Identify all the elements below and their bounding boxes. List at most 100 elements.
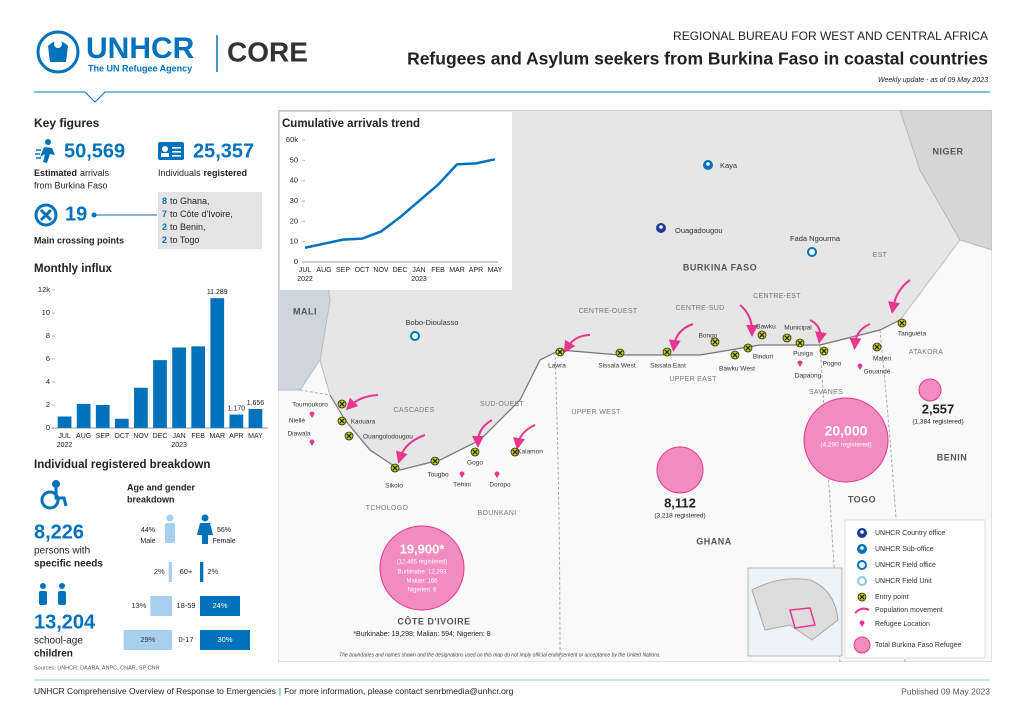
x-year-label: 2023 bbox=[411, 276, 427, 283]
update: Weekly update - as of 09 May 2023 bbox=[878, 77, 988, 84]
crossing-icon bbox=[34, 203, 58, 227]
y-tick-label: 20 bbox=[290, 216, 298, 225]
entry-point-label: Kaouara bbox=[351, 419, 376, 426]
entry-point-cross bbox=[821, 348, 827, 354]
x-tick-label: JAN bbox=[172, 433, 185, 440]
x-tick-label: AUG bbox=[316, 267, 331, 274]
bubble-value: 2,557 bbox=[922, 401, 955, 416]
pyramid-bar bbox=[200, 596, 240, 616]
legend-icon bbox=[854, 607, 870, 614]
entry-point-cross bbox=[557, 349, 563, 355]
x-tick-label: AUG bbox=[76, 433, 91, 440]
bubble-value: 19,900* bbox=[400, 541, 446, 556]
bar bbox=[229, 414, 244, 428]
arrivals-bold: Estimated bbox=[34, 168, 77, 178]
bar-value-label: 11.289 bbox=[207, 289, 228, 296]
x-tick-label: MAR bbox=[449, 267, 465, 274]
footer-info: For more information, please contact sen… bbox=[284, 686, 514, 696]
entry-point-label: Gogo bbox=[467, 460, 483, 467]
y-tick-label: 60k bbox=[286, 135, 298, 144]
refugee-location-label: Doropo bbox=[489, 482, 511, 489]
pyramid-bar bbox=[168, 562, 172, 582]
entry-point-label: Pusiga bbox=[793, 351, 813, 358]
region-label: SUD-OUEST bbox=[480, 401, 524, 408]
legend-icon bbox=[853, 636, 871, 654]
age-gender-title: Age and gender bbox=[127, 482, 196, 492]
registered-label: Individuals registered bbox=[158, 168, 247, 178]
crossing-text: to Togo bbox=[170, 235, 199, 245]
country-label: TOGO bbox=[848, 494, 876, 504]
y-tick-label: 6 bbox=[46, 354, 50, 363]
entry-point-cross bbox=[664, 349, 670, 355]
entry-point-cross bbox=[512, 449, 518, 455]
x-tick-label: FEB bbox=[431, 267, 445, 274]
city-label: Fada Ngourma bbox=[790, 234, 841, 243]
country-label: BENIN bbox=[937, 452, 968, 462]
entry-point-cross bbox=[874, 344, 880, 350]
legend-label: Population movement bbox=[875, 607, 943, 614]
entry-point-label: Toumoukoro bbox=[292, 402, 328, 409]
y-tick-label: 50 bbox=[290, 155, 298, 164]
y-tick-label: 8 bbox=[46, 331, 50, 340]
y-tick-label: 30 bbox=[290, 196, 298, 205]
x-tick-label: MAY bbox=[488, 267, 503, 274]
pyramid-bar bbox=[200, 630, 250, 650]
region-label: TCHOLOGO bbox=[366, 505, 409, 512]
city-icon bbox=[807, 247, 817, 257]
region-label: BOUNKANI bbox=[478, 510, 517, 517]
refugee-location-label: Niellé bbox=[289, 418, 306, 425]
logo bbox=[36, 30, 80, 74]
refugee-location-label: Dapaong bbox=[795, 373, 822, 380]
age-label: 60+ bbox=[180, 567, 193, 576]
crossing-text: to Benin, bbox=[170, 222, 206, 232]
legend-label: UNHCR Sub-office bbox=[875, 546, 934, 553]
children-label: school-age bbox=[34, 636, 83, 647]
refugee-location-label: Gouandé bbox=[864, 369, 891, 376]
bar bbox=[172, 347, 186, 428]
female-label: Female bbox=[212, 538, 235, 545]
registered-text: Individuals bbox=[158, 168, 201, 178]
specific-needs-icon bbox=[40, 480, 68, 510]
specific-needs-bold: specific needs bbox=[34, 559, 103, 570]
crossing-item: 2 to Togo bbox=[162, 235, 199, 245]
bar-value-label: 1.656 bbox=[247, 400, 265, 407]
bar bbox=[95, 405, 110, 428]
footer-text: UNHCR Comprehensive Overview of Response… bbox=[34, 686, 514, 696]
connector-dot bbox=[91, 212, 97, 218]
region-label: UPPER WEST bbox=[571, 409, 621, 416]
crossing-text: to Côte d'Ivoire, bbox=[170, 209, 233, 219]
bureau: REGIONAL BUREAU FOR WEST AND CENTRAL AFR… bbox=[673, 29, 988, 43]
y-tick-label: 0 bbox=[294, 257, 298, 266]
pyramid-bar bbox=[200, 562, 204, 582]
crossings-value: 19 bbox=[65, 203, 87, 225]
org-name: UNHCR bbox=[86, 32, 195, 65]
entry-point-cross bbox=[392, 465, 398, 471]
bubble-detail: Burkinabe: 12,293 bbox=[398, 570, 447, 576]
legend-icon-dot bbox=[860, 546, 864, 550]
title: Refugees and Asylum seekers from Burkina… bbox=[407, 49, 988, 69]
city-label: Kaya bbox=[720, 161, 738, 170]
crossing-count: 2 bbox=[162, 235, 167, 245]
entry-point-label: Sissala East bbox=[650, 363, 686, 370]
city-icon bbox=[410, 331, 420, 341]
legend-icon bbox=[857, 576, 867, 586]
y-tick-label: 2 bbox=[46, 400, 50, 409]
registered-value: 25,357 bbox=[193, 140, 254, 162]
entry-point-cross bbox=[617, 350, 623, 356]
pyramid-bar bbox=[123, 630, 172, 650]
bubble-note: (1,384 registered) bbox=[912, 419, 963, 426]
bubble-note: (12,465 registered) bbox=[397, 560, 448, 566]
trend-panel bbox=[280, 112, 512, 290]
pyramid-value-label: 13% bbox=[131, 601, 146, 610]
bar bbox=[210, 298, 225, 428]
footer-name: UNHCR Comprehensive Overview of Response… bbox=[34, 686, 276, 696]
x-tick-label: NOV bbox=[373, 267, 389, 274]
legend-icon bbox=[857, 560, 867, 570]
entry-point-cross bbox=[745, 345, 751, 351]
bubble-detail: Nigerien: 6 bbox=[407, 588, 437, 594]
y-tick-label: 0 bbox=[46, 423, 50, 432]
refugee-location bbox=[459, 471, 465, 478]
published: Published 09 May 2023 bbox=[901, 686, 990, 696]
x-tick-label: SEP bbox=[336, 267, 350, 274]
pyramid-value-label: 2% bbox=[207, 567, 218, 576]
